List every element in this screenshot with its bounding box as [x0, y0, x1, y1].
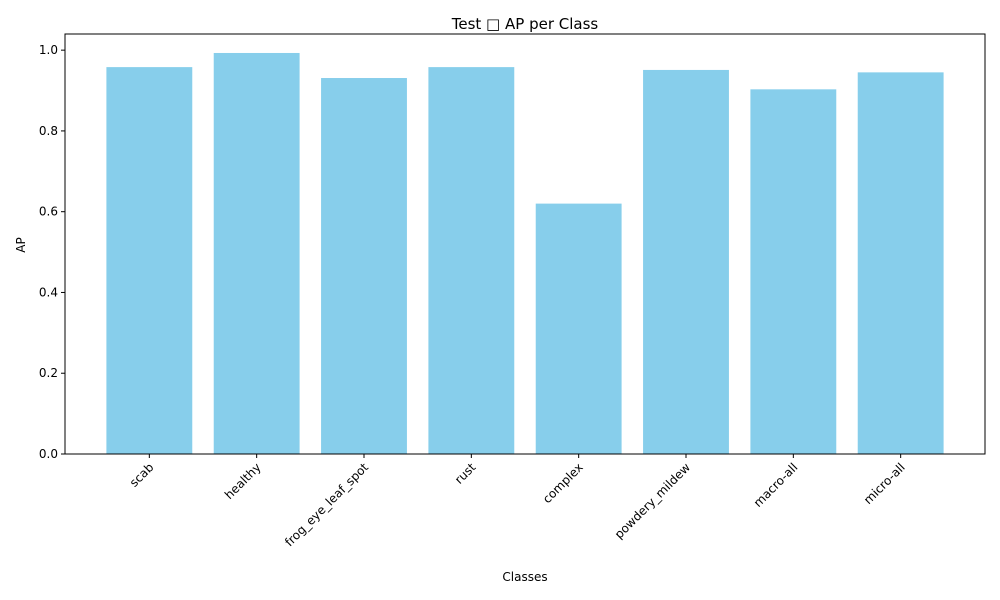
x-tick-label: complex	[540, 460, 586, 506]
x-tick-label: rust	[452, 460, 479, 487]
x-tick-label: micro-all	[861, 460, 908, 507]
y-axis-title: AP	[14, 237, 28, 252]
x-tick-label: frog_eye_leaf_spot	[282, 460, 371, 549]
y-axis: 0.0 0.2 0.4 0.6 0.8 1.0	[39, 43, 65, 461]
y-tick-label: 0.0	[39, 447, 58, 461]
x-tick-label: healthy	[222, 460, 264, 502]
bar-powdery_mildew	[643, 69, 729, 454]
bar-macro-all	[750, 89, 837, 455]
bar-complex	[535, 203, 622, 454]
y-tick-label: 0.8	[39, 124, 58, 138]
x-axis: scab healthy frog_eye_leaf_spot rust complex…	[127, 454, 908, 549]
x-tick-label: macro-all	[751, 460, 801, 510]
y-tick-label: 1.0	[39, 43, 58, 57]
bar-healthy	[213, 52, 300, 454]
chart-title: Test □ AP per Class	[451, 15, 599, 33]
bar-frog_eye_leaf_spot	[321, 78, 407, 455]
x-tick-label: powdery_mildew	[612, 460, 693, 541]
y-tick-label: 0.6	[39, 205, 58, 219]
bar-micro-all	[857, 72, 944, 454]
plot-frame	[64, 33, 986, 455]
x-tick-label: scab	[127, 460, 157, 490]
bar-scab	[106, 67, 193, 454]
bars-layer	[106, 52, 944, 455]
x-axis-title: Classes	[502, 570, 547, 584]
y-tick-label: 0.4	[39, 285, 58, 299]
bar-rust	[428, 67, 515, 454]
y-tick-label: 0.2	[39, 366, 58, 380]
